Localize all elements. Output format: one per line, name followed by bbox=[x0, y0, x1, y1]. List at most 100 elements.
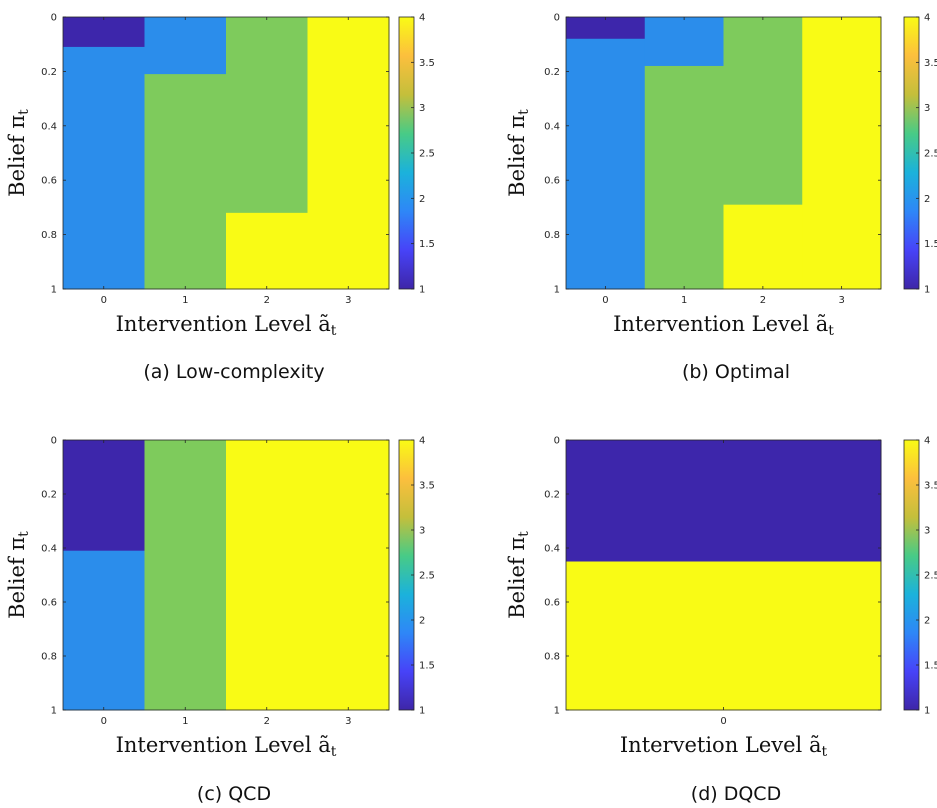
heatmap-cell bbox=[226, 212, 308, 290]
y-tick-label: 0.6 bbox=[41, 176, 57, 187]
colorbar-tick-label: 3 bbox=[419, 526, 425, 537]
colorbar-tick-label: 2 bbox=[924, 194, 930, 205]
colorbar-tick-label: 3 bbox=[419, 103, 425, 114]
heatmap-cell bbox=[566, 561, 882, 711]
heatmap-cell bbox=[63, 440, 145, 552]
colorbar-tick-label: 1 bbox=[419, 285, 425, 296]
colorbar-tick-label: 1 bbox=[924, 706, 930, 717]
y-axis-label: Belief πt bbox=[5, 531, 32, 619]
colorbar-tick-label: 4 bbox=[924, 436, 930, 447]
y-tick-label: 0.4 bbox=[544, 121, 560, 132]
x-tick-label: 0 bbox=[101, 295, 107, 306]
x-axis-label: Intervention Level ãt bbox=[116, 312, 337, 339]
subfigure-caption: (d) DQCD bbox=[690, 783, 782, 805]
heatmap-panel: 0 0.2 0.4 0.6 0.8 1 0 1 2 3 Intervention Level ãt B… bbox=[0, 424, 437, 769]
x-tick-label: 0 bbox=[720, 716, 726, 727]
colorbar-tick-label: 2 bbox=[419, 616, 425, 627]
colorbar-tick-label: 1.5 bbox=[419, 661, 435, 672]
colorbar-tick-label: 3 bbox=[924, 526, 930, 537]
y-tick-label: 1 bbox=[554, 706, 560, 717]
x-tick-label: 1 bbox=[182, 716, 188, 727]
y-tick-label: 0.6 bbox=[544, 598, 560, 609]
y-tick-label: 0 bbox=[554, 436, 560, 447]
heatmap-cell bbox=[63, 46, 145, 290]
x-axis-label: Intervention Level ãt bbox=[613, 312, 834, 339]
colorbar-tick-label: 2 bbox=[924, 616, 930, 627]
x-tick-label: 3 bbox=[345, 716, 351, 727]
colorbar-tick-label: 4 bbox=[924, 13, 930, 24]
y-tick-label: 0 bbox=[51, 13, 57, 24]
heatmap-cell bbox=[144, 17, 227, 75]
y-tick-label: 0.2 bbox=[544, 67, 560, 78]
heatmap-cell bbox=[63, 550, 145, 711]
colorbar-tick-label: 4 bbox=[419, 436, 425, 447]
axes-box bbox=[62, 16, 390, 290]
x-tick-label: 0 bbox=[101, 716, 107, 727]
colorbar-tick-label: 2 bbox=[419, 194, 425, 205]
heatmap-cell bbox=[226, 17, 308, 214]
heatmap-panel: 0 0.2 0.4 0.6 0.8 1 0 Intervetion Level ãt Belie… bbox=[500, 424, 937, 769]
colorbar-tick-label: 3.5 bbox=[924, 58, 937, 69]
y-tick-label: 0.6 bbox=[544, 176, 560, 187]
y-tick-label: 0.8 bbox=[544, 652, 560, 663]
x-axis-label: Intervention Level ãt bbox=[116, 733, 337, 760]
heatmap-svg: 0 0.2 0.4 0.6 0.8 1 0 Intervetion Level ãt Belie… bbox=[505, 436, 937, 761]
heatmap-svg: 0 0.2 0.4 0.6 0.8 1 0 1 2 3 Intervention Level ãt B… bbox=[5, 13, 435, 340]
y-tick-label: 0.6 bbox=[41, 598, 57, 609]
colorbar-tick-label: 1.5 bbox=[419, 239, 435, 250]
x-tick-label: 2 bbox=[760, 295, 766, 306]
subfigure-caption: (b) Optimal bbox=[681, 361, 791, 383]
y-tick-label: 1 bbox=[51, 285, 57, 296]
y-tick-label: 0.4 bbox=[544, 544, 560, 555]
x-tick-label: 2 bbox=[264, 716, 270, 727]
y-tick-label: 0 bbox=[554, 13, 560, 24]
heatmap-cell bbox=[566, 38, 646, 290]
heatmap-cell bbox=[566, 440, 882, 562]
heatmap-cell bbox=[644, 65, 724, 290]
colorbar-tick-label: 3.5 bbox=[419, 481, 435, 492]
heatmap-cell bbox=[723, 204, 803, 290]
y-tick-label: 0.2 bbox=[41, 490, 57, 501]
colorbar-tick-label: 2.5 bbox=[924, 149, 937, 160]
colorbar-tick-label: 1 bbox=[924, 285, 930, 296]
heatmap-svg: 0 0.2 0.4 0.6 0.8 1 0 1 2 3 Intervention Level ãt B… bbox=[5, 436, 435, 761]
heatmap-cell bbox=[307, 17, 390, 290]
colorbar-tick-label: 3.5 bbox=[419, 58, 435, 69]
heatmap-panel: 0 0.2 0.4 0.6 0.8 1 0 1 2 3 Intervention Level ãt B… bbox=[0, 0, 437, 345]
colorbar-tick-label: 4 bbox=[419, 13, 425, 24]
heatmap-cell bbox=[144, 74, 227, 290]
y-tick-label: 0.8 bbox=[544, 230, 560, 241]
subfigure-caption: (c) QCD bbox=[196, 783, 272, 805]
x-tick-label: 3 bbox=[838, 295, 844, 306]
heatmap-cell bbox=[226, 440, 308, 711]
y-tick-label: 0.4 bbox=[41, 544, 57, 555]
heatmap-cell bbox=[307, 440, 390, 711]
colorbar-tick-label: 2.5 bbox=[924, 571, 937, 582]
x-tick-label: 3 bbox=[345, 295, 351, 306]
x-tick-label: 1 bbox=[182, 295, 188, 306]
colorbar-tick-label: 2.5 bbox=[419, 149, 435, 160]
x-tick-label: 0 bbox=[602, 295, 608, 306]
heatmap-cell bbox=[566, 17, 646, 40]
x-axis-label: Intervetion Level ãt bbox=[620, 733, 828, 760]
y-axis-label: Belief πt bbox=[505, 531, 532, 619]
heatmap-cell bbox=[723, 17, 803, 206]
y-tick-label: 0.2 bbox=[41, 67, 57, 78]
axes-box bbox=[62, 439, 390, 711]
y-tick-label: 0 bbox=[51, 436, 57, 447]
colorbar-tick-label: 2.5 bbox=[419, 571, 435, 582]
heatmap-svg: 0 0.2 0.4 0.6 0.8 1 0 1 2 3 Intervention Level ãt B… bbox=[505, 13, 937, 340]
y-tick-label: 0.8 bbox=[41, 230, 57, 241]
y-tick-label: 1 bbox=[554, 285, 560, 296]
colorbar-tick-label: 1 bbox=[419, 706, 425, 717]
axes-box bbox=[565, 16, 882, 290]
y-tick-label: 1 bbox=[51, 706, 57, 717]
colorbar-tick-label: 3.5 bbox=[924, 481, 937, 492]
y-axis-label: Belief πt bbox=[5, 109, 32, 197]
heatmap-cell bbox=[802, 17, 882, 290]
y-tick-label: 0.4 bbox=[41, 121, 57, 132]
heatmap-cell bbox=[144, 440, 227, 711]
colorbar-tick-label: 1.5 bbox=[924, 239, 937, 250]
x-tick-label: 2 bbox=[264, 295, 270, 306]
heatmap-panel: 0 0.2 0.4 0.6 0.8 1 0 1 2 3 Intervention Level ãt B… bbox=[500, 0, 937, 345]
